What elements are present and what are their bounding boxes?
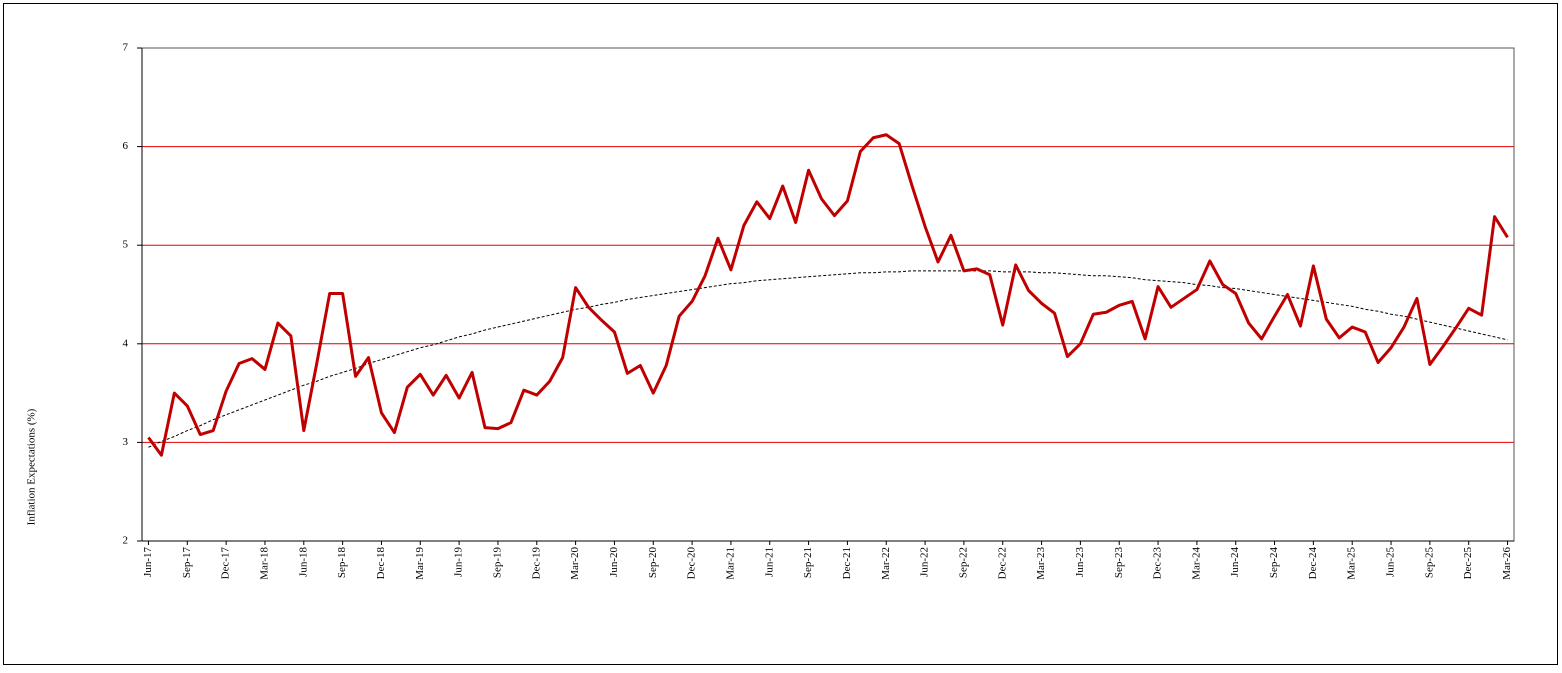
- x-tick-label: Mar-22: [880, 547, 892, 580]
- y-tick-label: 5: [123, 239, 129, 251]
- x-tick-label: Dec-17: [220, 547, 232, 580]
- x-tick-label: Sep-23: [1113, 547, 1125, 579]
- x-tick-label: Dec-21: [841, 547, 853, 579]
- x-tick-label: Dec-25: [1462, 547, 1474, 580]
- trend-line: [148, 270, 1508, 448]
- x-tick-label: Jun-18: [297, 547, 309, 577]
- data-line: [147, 133, 1509, 457]
- x-tick-label: Sep-21: [802, 547, 814, 578]
- y-axis-label: Inflation Expectations (%): [26, 408, 38, 525]
- x-tick-label: Dec-19: [530, 547, 542, 580]
- x-tick-label: Sep-24: [1268, 547, 1280, 579]
- x-tick-label: Jun-19: [453, 547, 465, 577]
- x-tick-label: Jun-20: [608, 547, 620, 577]
- x-tick-label: Jun-23: [1074, 547, 1086, 577]
- x-tick-label: Dec-18: [375, 547, 387, 580]
- x-tick-label: Jun-24: [1229, 547, 1241, 577]
- x-tick-label: Mar-20: [569, 547, 581, 580]
- x-tick-label: Dec-22: [996, 547, 1008, 579]
- x-tick-label: Sep-19: [491, 547, 503, 579]
- x-tick-label: Mar-25: [1346, 547, 1358, 580]
- x-tick-label: Mar-24: [1190, 547, 1202, 580]
- x-tick-label: Jun-25: [1385, 547, 1397, 577]
- x-tick-label: Dec-24: [1307, 547, 1319, 580]
- x-tick-label: Jun-22: [919, 547, 931, 577]
- x-tick-label: Dec-23: [1152, 547, 1164, 580]
- x-tick-label: Mar-21: [724, 547, 736, 580]
- chart-border: [3, 3, 1558, 665]
- x-tick-label: Sep-25: [1423, 547, 1435, 579]
- x-tick-label: Jun-21: [763, 547, 775, 577]
- y-tick-label: 4: [123, 337, 129, 349]
- x-tick-label: Mar-26: [1501, 547, 1513, 580]
- y-tick-label: 7: [123, 42, 129, 54]
- x-tick-label: Mar-23: [1035, 547, 1047, 580]
- x-tick-label: Mar-18: [258, 547, 270, 580]
- x-tick-label: Dec-20: [686, 547, 698, 580]
- x-tick-label: Sep-20: [647, 547, 659, 579]
- y-tick-label: 3: [123, 436, 129, 448]
- y-tick-label: 6: [123, 140, 129, 152]
- x-tick-label: Sep-17: [181, 547, 193, 579]
- x-tick-label: Sep-18: [336, 547, 348, 579]
- x-tick-label: Sep-22: [957, 547, 969, 578]
- x-tick-label: Mar-19: [414, 547, 426, 580]
- x-tick-label: Jun-17: [142, 547, 154, 577]
- y-tick-label: 2: [123, 535, 129, 547]
